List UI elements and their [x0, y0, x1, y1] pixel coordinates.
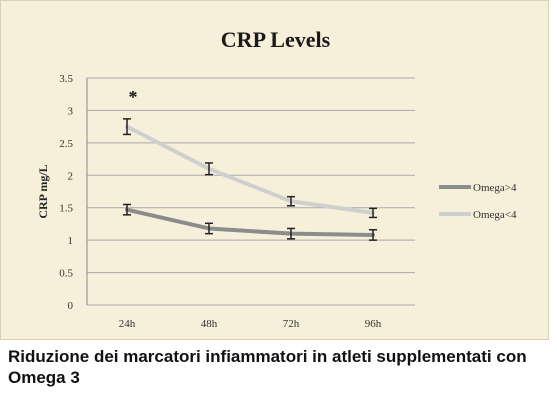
error-bar: [205, 222, 213, 235]
y-tick-label: 3: [68, 105, 74, 117]
error-bar: [369, 229, 377, 241]
error-bar: [287, 195, 295, 207]
series-omega-gt-4: [123, 203, 377, 241]
legend-label: Omega<4: [473, 209, 517, 221]
x-tick-label: 96h: [365, 318, 382, 330]
figure-caption: Riduzione dei marcatori infiammatori in …: [8, 347, 527, 387]
error-bar: [123, 203, 131, 216]
series-line: [125, 124, 375, 215]
y-tick-label: 3.5: [59, 73, 73, 85]
error-bar: [123, 118, 131, 136]
y-tick-label: 0: [68, 300, 74, 312]
y-tick-label: 2.5: [59, 138, 73, 150]
chart-title: CRP Levels: [220, 27, 331, 52]
y-tick-label: 1: [68, 235, 74, 247]
x-tick-label: 48h: [201, 318, 218, 330]
y-tick-label: 1.5: [59, 203, 73, 215]
series-omega-lt-4: [123, 118, 377, 219]
significance-asterisk: *: [129, 87, 138, 107]
chart-panel: CRP Levels 0 0.5 1 1.5 2 2.5 3 3.5 24h 48h 72h 96h C…: [0, 0, 549, 340]
x-tick-label: 24h: [119, 318, 136, 330]
series-line: [125, 207, 375, 237]
y-tick-label: 0.5: [59, 268, 73, 280]
legend-label: Omega>4: [473, 182, 517, 194]
error-bar: [287, 227, 295, 240]
y-tick-label: 2: [68, 170, 74, 182]
error-bar: [369, 207, 377, 219]
crp-line-chart: 0 0.5 1 1.5 2 2.5 3 3.5 24h 48h 72h 96h CRP mg/L * Om…: [36, 73, 517, 330]
error-bar: [205, 162, 213, 176]
y-axis-label: CRP mg/L: [36, 164, 50, 218]
x-tick-label: 72h: [283, 318, 300, 330]
